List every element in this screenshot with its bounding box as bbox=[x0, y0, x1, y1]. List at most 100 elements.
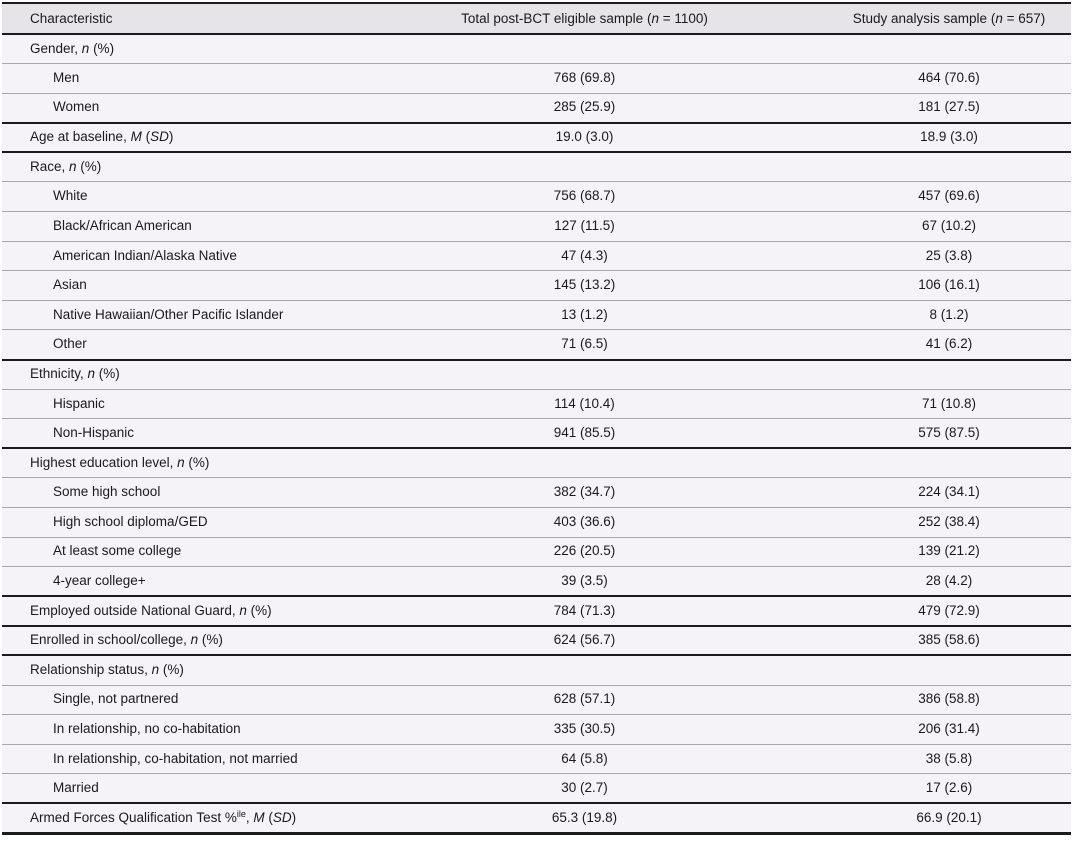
table-row: Married 30 (2.7) 17 (2.6) bbox=[2, 773, 1071, 804]
study-sample-cell: 479 (72.9) bbox=[827, 595, 1071, 626]
total-sample-cell: 285 (25.9) bbox=[342, 92, 827, 123]
table-body: Gender, n (%) Men 768 (69.8) 464 (70.6) Wome… bbox=[2, 33, 1071, 834]
table-row: Gender, n (%) bbox=[2, 33, 1071, 64]
characteristic-cell: Relationship status, n (%) bbox=[2, 654, 342, 686]
total-sample-cell: 39 (3.5) bbox=[342, 566, 827, 597]
table-row: Other 71 (6.5) 41 (6.2) bbox=[2, 329, 1071, 360]
table-row: Asian 145 (13.2) 106 (16.1) bbox=[2, 270, 1071, 301]
table-row: 4-year college+ 39 (3.5) 28 (4.2) bbox=[2, 566, 1071, 597]
total-sample-cell bbox=[342, 151, 827, 182]
total-sample-cell: 19.0 (3.0) bbox=[342, 121, 827, 153]
total-sample-cell bbox=[342, 358, 827, 390]
table-row: In relationship, no co-habitation 335 (30… bbox=[2, 714, 1071, 745]
table-row: Non-Hispanic 941 (85.5) 575 (87.5) bbox=[2, 418, 1071, 449]
total-sample-cell: 335 (30.5) bbox=[342, 714, 827, 745]
column-header-characteristic: Characteristic bbox=[2, 3, 342, 35]
characteristic-cell: Native Hawaiian/Other Pacific Islander bbox=[2, 299, 342, 330]
table-row: Armed Forces Qualification Test %ile, M … bbox=[2, 802, 1071, 834]
total-sample-cell: 114 (10.4) bbox=[342, 388, 827, 419]
table-row: White 756 (68.7) 457 (69.6) bbox=[2, 181, 1071, 212]
characteristic-cell: Race, n (%) bbox=[2, 151, 342, 182]
study-sample-cell bbox=[827, 654, 1071, 686]
total-sample-cell: 71 (6.5) bbox=[342, 329, 827, 360]
table-row: Men 768 (69.8) 464 (70.6) bbox=[2, 63, 1071, 94]
table-row: Enrolled in school/college, n (%) 624 (56… bbox=[2, 624, 1071, 656]
characteristic-cell: Armed Forces Qualification Test %ile, M … bbox=[2, 802, 342, 834]
total-sample-cell: 30 (2.7) bbox=[342, 773, 827, 804]
study-sample-cell bbox=[827, 33, 1071, 64]
characteristic-cell: Non-Hispanic bbox=[2, 418, 342, 449]
total-sample-cell: 64 (5.8) bbox=[342, 743, 827, 774]
characteristic-cell: Other bbox=[2, 329, 342, 360]
table-row: Hispanic 114 (10.4) 71 (10.8) bbox=[2, 388, 1071, 419]
study-sample-cell: 17 (2.6) bbox=[827, 773, 1071, 804]
characteristic-cell: High school diploma/GED bbox=[2, 507, 342, 538]
total-sample-cell bbox=[342, 33, 827, 64]
total-sample-cell: 65.3 (19.8) bbox=[342, 802, 827, 834]
characteristic-cell: Ethnicity, n (%) bbox=[2, 358, 342, 390]
total-sample-cell: 382 (34.7) bbox=[342, 477, 827, 508]
characteristic-cell: Gender, n (%) bbox=[2, 33, 342, 64]
characteristic-cell: Women bbox=[2, 92, 342, 123]
table-row: Some high school 382 (34.7) 224 (34.1) bbox=[2, 477, 1071, 508]
characteristic-cell: Black/African American bbox=[2, 211, 342, 242]
study-sample-cell: 139 (21.2) bbox=[827, 536, 1071, 567]
study-sample-cell: 106 (16.1) bbox=[827, 270, 1071, 301]
total-sample-cell: 403 (36.6) bbox=[342, 507, 827, 538]
table-row: Women 285 (25.9) 181 (27.5) bbox=[2, 92, 1071, 123]
characteristic-cell: In relationship, no co-habitation bbox=[2, 714, 342, 745]
table-row: At least some college 226 (20.5) 139 (21.2… bbox=[2, 536, 1071, 567]
characteristic-cell: Employed outside National Guard, n (%) bbox=[2, 595, 342, 626]
study-sample-cell: 206 (31.4) bbox=[827, 714, 1071, 745]
study-sample-cell: 575 (87.5) bbox=[827, 418, 1071, 449]
study-sample-cell: 18.9 (3.0) bbox=[827, 121, 1071, 153]
study-sample-cell: 464 (70.6) bbox=[827, 63, 1071, 94]
study-sample-cell: 8 (1.2) bbox=[827, 299, 1071, 330]
total-sample-cell: 756 (68.7) bbox=[342, 181, 827, 212]
characteristic-cell: At least some college bbox=[2, 536, 342, 567]
table-row: Ethnicity, n (%) bbox=[2, 358, 1071, 390]
total-sample-cell: 784 (71.3) bbox=[342, 595, 827, 626]
study-sample-cell: 28 (4.2) bbox=[827, 566, 1071, 597]
header-row: Characteristic Total post-BCT eligible sa… bbox=[2, 3, 1071, 35]
characteristic-cell: White bbox=[2, 181, 342, 212]
study-sample-cell: 224 (34.1) bbox=[827, 477, 1071, 508]
total-sample-cell: 226 (20.5) bbox=[342, 536, 827, 567]
study-sample-cell bbox=[827, 358, 1071, 390]
characteristic-cell: 4-year college+ bbox=[2, 566, 342, 597]
total-sample-cell: 624 (56.7) bbox=[342, 624, 827, 656]
total-sample-cell bbox=[342, 447, 827, 478]
characteristic-cell: Some high school bbox=[2, 477, 342, 508]
study-sample-cell: 66.9 (20.1) bbox=[827, 802, 1071, 834]
study-sample-cell: 71 (10.8) bbox=[827, 388, 1071, 419]
table-row: Employed outside National Guard, n (%) 78… bbox=[2, 595, 1071, 626]
total-sample-cell bbox=[342, 654, 827, 686]
column-header-study-sample: Study analysis sample (n = 657) bbox=[827, 3, 1071, 35]
table-row: Age at baseline, M (SD) 19.0 (3.0) 18.9 (3… bbox=[2, 121, 1071, 153]
column-header-total-sample: Total post-BCT eligible sample (n = 1100… bbox=[342, 3, 827, 35]
study-sample-cell: 181 (27.5) bbox=[827, 92, 1071, 123]
table-row: American Indian/Alaska Native 47 (4.3) 25 … bbox=[2, 240, 1071, 271]
study-sample-cell: 41 (6.2) bbox=[827, 329, 1071, 360]
total-sample-cell: 145 (13.2) bbox=[342, 270, 827, 301]
table-header: Characteristic Total post-BCT eligible sa… bbox=[2, 3, 1071, 35]
characteristic-cell: American Indian/Alaska Native bbox=[2, 240, 342, 271]
total-sample-cell: 628 (57.1) bbox=[342, 684, 827, 715]
characteristic-cell: In relationship, co-habitation, not marr… bbox=[2, 743, 342, 774]
characteristic-cell: Hispanic bbox=[2, 388, 342, 419]
total-sample-cell: 47 (4.3) bbox=[342, 240, 827, 271]
study-sample-cell: 386 (58.8) bbox=[827, 684, 1071, 715]
table-row: Native Hawaiian/Other Pacific Islander 13… bbox=[2, 299, 1071, 330]
total-sample-cell: 127 (11.5) bbox=[342, 211, 827, 242]
study-sample-cell bbox=[827, 151, 1071, 182]
study-sample-cell: 252 (38.4) bbox=[827, 507, 1071, 538]
table-row: Race, n (%) bbox=[2, 151, 1071, 182]
characteristic-cell: Highest education level, n (%) bbox=[2, 447, 342, 478]
total-sample-cell: 13 (1.2) bbox=[342, 299, 827, 330]
study-sample-cell: 67 (10.2) bbox=[827, 211, 1071, 242]
study-sample-cell bbox=[827, 447, 1071, 478]
total-sample-cell: 768 (69.8) bbox=[342, 63, 827, 94]
characteristic-cell: Enrolled in school/college, n (%) bbox=[2, 624, 342, 656]
